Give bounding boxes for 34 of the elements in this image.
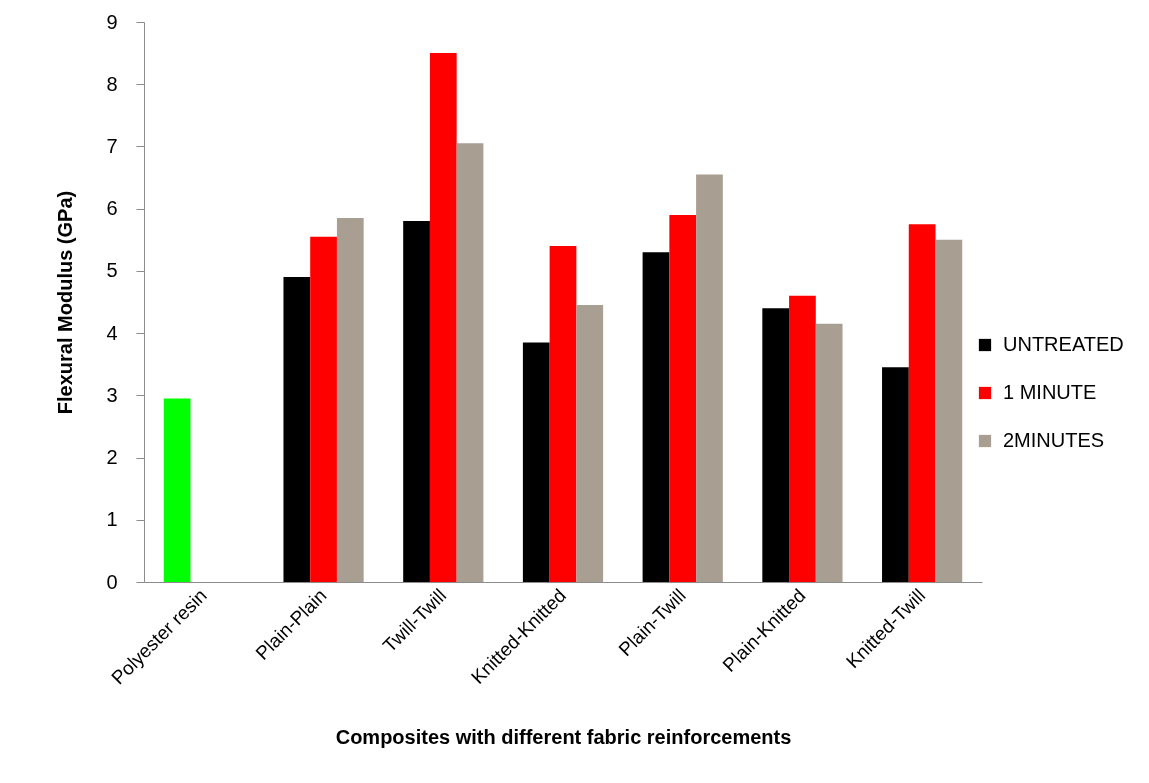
bar <box>163 398 191 582</box>
bar <box>762 308 790 582</box>
bar <box>283 277 311 582</box>
bar <box>696 174 723 582</box>
bar <box>935 239 963 582</box>
y-tick-label: 8 <box>106 72 118 95</box>
bar <box>908 224 936 582</box>
bar <box>549 246 577 582</box>
bar <box>642 252 670 582</box>
y-tick-label: 7 <box>106 134 118 157</box>
bar <box>403 221 430 582</box>
y-tick-label: 9 <box>106 10 118 33</box>
y-tick-label: 0 <box>106 570 118 593</box>
bar <box>456 143 484 582</box>
y-tick-label: 1 <box>106 508 118 531</box>
bar <box>789 295 816 582</box>
y-tick-label: 4 <box>106 321 118 344</box>
y-tick-label: 3 <box>106 383 118 406</box>
y-tick-label: 6 <box>106 197 118 220</box>
x-axis-title: Composites with different fabric reinforcements <box>335 726 792 749</box>
legend-label: 2MINUTES <box>1003 429 1105 451</box>
bar <box>669 214 697 582</box>
bar <box>576 305 604 582</box>
y-axis-title: Flexural Modulus (GPa) <box>54 190 77 415</box>
bar <box>815 323 843 582</box>
legend-label: UNTREATED <box>1003 333 1124 355</box>
bar <box>310 236 337 582</box>
bar <box>336 218 364 582</box>
legend-label: 1 MINUTE <box>1003 381 1097 403</box>
y-tick-label: 2 <box>106 446 118 469</box>
y-tick-label: 5 <box>106 259 118 282</box>
bar <box>429 53 457 582</box>
bar <box>882 367 909 582</box>
bar <box>522 342 550 582</box>
